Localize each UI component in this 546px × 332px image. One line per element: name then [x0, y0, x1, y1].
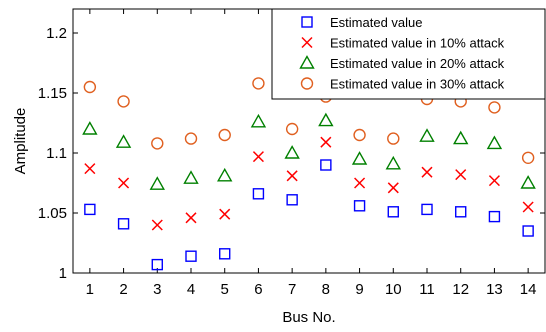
series-3	[82, 112, 536, 190]
data-point-circle	[252, 77, 265, 90]
data-point-triangle	[115, 134, 132, 148]
legend-label: Estimated value	[330, 15, 423, 30]
data-point-circle	[387, 132, 400, 145]
data-point-x	[219, 208, 231, 220]
legend-marker-square	[301, 16, 313, 28]
data-point-square	[522, 225, 534, 237]
data-point-x	[522, 201, 534, 213]
data-point-triangle	[419, 128, 435, 142]
x-tick-label: 8	[322, 281, 330, 298]
data-point-triangle	[183, 170, 199, 184]
data-point-circle	[285, 122, 299, 136]
data-point-square	[219, 248, 231, 260]
data-point-circle	[353, 128, 366, 142]
series-1	[84, 159, 534, 271]
x-tick-label: 9	[355, 281, 363, 298]
data-point-x	[421, 166, 433, 178]
legend-label: Estimated value in 10% attack	[330, 36, 505, 51]
data-point-circle	[151, 137, 164, 150]
data-point-square	[387, 206, 399, 218]
x-tick-label: 7	[288, 281, 296, 298]
data-point-x	[151, 219, 163, 231]
x-tick-label: 2	[119, 281, 127, 298]
y-axis-label: Amplitude	[12, 108, 29, 175]
data-point-circle	[184, 132, 198, 145]
x-tick-label: 5	[221, 281, 229, 298]
data-point-x	[320, 136, 332, 148]
data-point-square	[353, 200, 366, 212]
data-point-circle	[218, 128, 231, 142]
x-tick-label: 13	[486, 281, 503, 298]
data-point-triangle	[453, 130, 469, 145]
data-point-triangle	[520, 175, 536, 189]
x-tick-label: 6	[254, 281, 262, 298]
data-point-square	[488, 210, 501, 223]
legend-label: Estimated value in 30% attack	[330, 77, 505, 92]
y-tick-label: 1.2	[46, 25, 67, 42]
y-tick-label: 1.15	[38, 85, 67, 102]
x-tick-label: 11	[419, 281, 435, 298]
data-point-x	[84, 163, 96, 175]
series-2	[84, 136, 534, 231]
data-point-triangle	[351, 151, 368, 165]
x-axis-label: Bus No.	[282, 309, 335, 326]
data-point-square	[320, 159, 332, 171]
data-point-square	[252, 188, 265, 200]
data-point-circle	[488, 101, 501, 114]
data-point-square	[421, 203, 433, 216]
x-tick-label: 3	[153, 281, 161, 298]
legend-entry: Estimated value in 10% attack	[301, 36, 505, 51]
data-point-circle	[83, 80, 97, 94]
data-point-square	[84, 203, 96, 216]
x-tick-label: 14	[520, 281, 537, 298]
data-point-triangle	[318, 112, 334, 127]
data-point-triangle	[149, 176, 165, 190]
legend-marker-circle	[300, 77, 314, 90]
data-point-circle	[521, 151, 535, 165]
data-point-square	[185, 250, 197, 262]
data-point-triangle	[385, 155, 401, 170]
y-tick-label: 1.05	[38, 205, 67, 222]
x-tick-label: 1	[86, 281, 94, 298]
data-point-square	[455, 206, 467, 218]
legend-entry: Estimated value	[301, 15, 423, 30]
data-point-triangle	[82, 121, 98, 135]
x-tick-label: 4	[187, 281, 195, 298]
legend: Estimated value Estimated value in 10% at…	[271, 8, 546, 100]
data-point-triangle	[217, 167, 233, 182]
x-tick-labels: 1 2 3 4 5 6 7 8 9 10 11 12 13 14	[86, 281, 537, 298]
data-point-x	[354, 177, 366, 189]
data-marks	[82, 77, 536, 271]
data-point-x	[118, 177, 130, 189]
legend-entry: Estimated value in 20% attack	[299, 55, 505, 71]
x-tick-label: 10	[385, 281, 402, 298]
legend-box	[271, 8, 546, 100]
y-tick-labels: 1 1.05 1.1 1.15 1.2	[38, 25, 67, 282]
data-point-x	[455, 169, 467, 181]
data-point-circle	[117, 95, 130, 108]
data-point-triangle	[486, 135, 503, 150]
legend-marker-triangle	[299, 55, 315, 69]
y-tick-label: 1	[59, 265, 67, 282]
legend-label: Estimated value in 20% attack	[330, 56, 505, 71]
data-point-x	[488, 175, 500, 187]
x-tick-label: 12	[452, 281, 469, 298]
data-point-triangle	[250, 113, 267, 128]
y-tick-label: 1.1	[46, 145, 67, 162]
axis-ticks	[73, 9, 545, 274]
data-point-square	[286, 194, 298, 206]
data-point-x	[387, 182, 399, 194]
data-point-x	[252, 151, 264, 163]
series-4	[83, 77, 535, 165]
legend-entry: Estimated value in 30% attack	[300, 77, 505, 92]
data-point-square	[151, 258, 163, 271]
data-point-x	[185, 212, 197, 224]
legend-marker-x	[301, 36, 313, 49]
data-point-triangle	[284, 145, 300, 159]
data-point-square	[117, 218, 130, 230]
data-point-x	[286, 170, 298, 182]
